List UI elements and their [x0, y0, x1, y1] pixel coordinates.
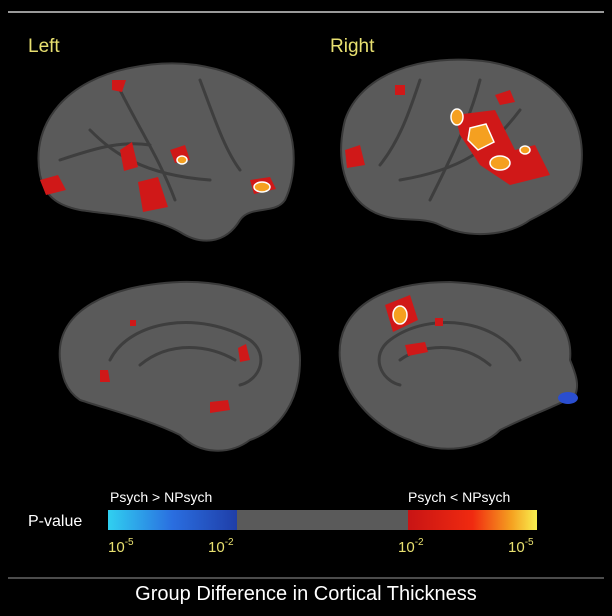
- tick-base: 10: [398, 539, 415, 556]
- brain-left-lateral: [37, 62, 295, 242]
- tick-exponent: -2: [415, 537, 424, 548]
- tick-base: 10: [508, 539, 525, 556]
- right-label: Right: [330, 36, 375, 57]
- brain-right-lateral: [340, 58, 583, 236]
- colorbar-tick-label: 10-5: [108, 537, 134, 556]
- tick-exponent: -2: [225, 537, 234, 548]
- tick-base: 10: [208, 539, 225, 556]
- colorbar-ticks: 10-5 10-2 10-2 10-5: [108, 537, 534, 556]
- left-label: Left: [28, 36, 60, 57]
- colorbar-left-caption: Psych > NPsych: [110, 489, 212, 505]
- brain-right-medial: [338, 280, 579, 450]
- colorbar-gray: [237, 510, 408, 530]
- figure-title: Group Difference in Cortical Thickness: [135, 583, 477, 605]
- blue-patch: [558, 392, 578, 404]
- tick-exponent: -5: [525, 537, 534, 548]
- tick-base: 10: [108, 539, 125, 556]
- colorbar-tick-label: 10-2: [208, 537, 234, 556]
- colorbar-right-caption: Psych < NPsych: [408, 489, 510, 505]
- colorbar-axis-label: P-value: [28, 513, 82, 530]
- brain-left-medial: [58, 280, 302, 452]
- colorbar-red: [408, 510, 537, 530]
- colorbar-blue: [108, 510, 237, 530]
- tick-exponent: -5: [125, 537, 134, 548]
- colorbar-tick-label: 10-5: [508, 537, 534, 556]
- colorbar-tick-label: 10-2: [398, 537, 424, 556]
